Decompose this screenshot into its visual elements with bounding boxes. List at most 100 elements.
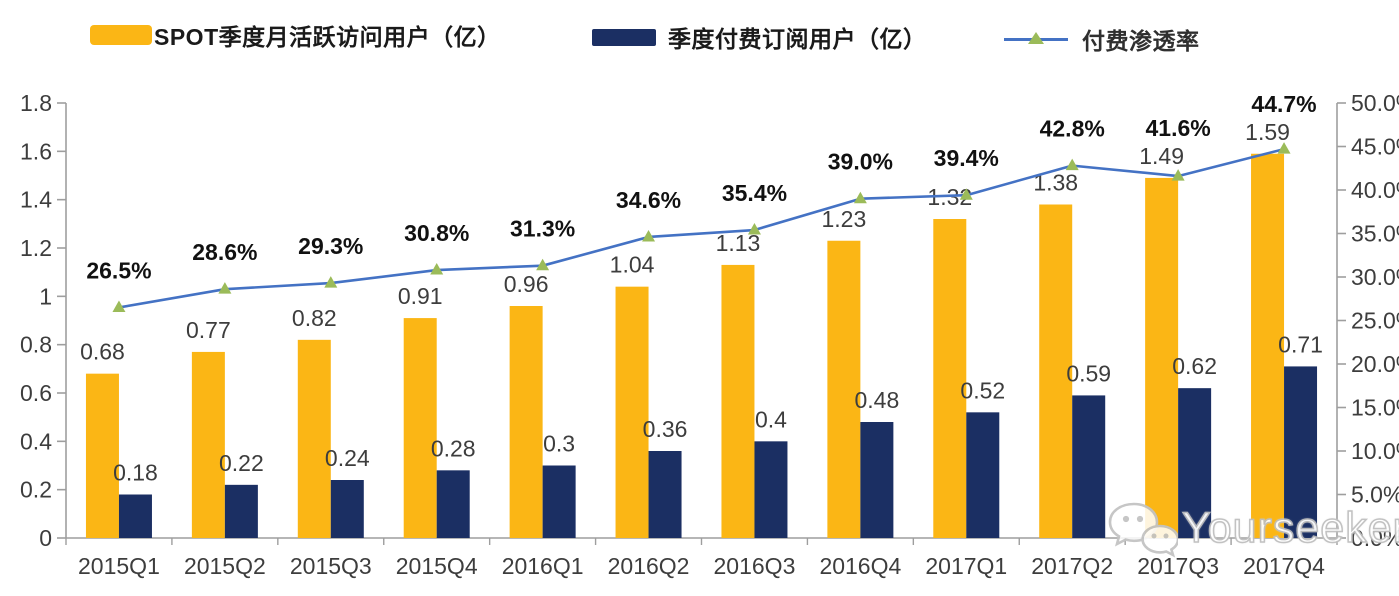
subscriber-bar [330,480,364,538]
x-axis-label: 2015Q4 [396,553,478,579]
penetration-marker [747,223,761,235]
penetration-pct-label: 26.5% [86,257,151,283]
subscriber-bar [224,484,258,538]
mau-bar [1145,177,1179,538]
left-axis-tick-label: 1 [39,283,52,309]
subscriber-value-label: 0.28 [431,435,476,461]
right-axis-tick-label: 15.0% [1351,395,1399,421]
penetration-pct-label: 35.4% [722,180,787,206]
mau-value-label: 0.96 [504,271,549,297]
mau-bar [1039,204,1073,538]
mau-bar [297,339,331,538]
legend-item-penetration: 付费渗透率 [1004,22,1200,56]
subscriber-bar [1178,388,1212,538]
right-axis-tick-label: 50.0% [1351,90,1399,116]
x-axis-label: 2015Q1 [78,553,160,579]
penetration-pct-label: 30.8% [404,220,469,246]
subscriber-value-label: 0.62 [1172,353,1217,379]
subscriber-value-label: 0.22 [219,450,264,476]
left-axis-tick-label: 1.8 [20,90,52,116]
x-axis-label: 2017Q1 [925,553,1007,579]
penetration-marker [853,191,867,204]
penetration-marker [1065,158,1079,171]
left-axis-tick-label: 0.4 [20,428,52,454]
subscriber-bar [966,412,1000,538]
penetration-marker [959,188,973,200]
right-axis-tick-label: 20.0% [1351,351,1399,377]
penetration-marker [218,282,232,294]
penetration-pct-label: 41.6% [1146,115,1211,141]
penetration-marker [112,300,126,312]
subscriber-value-label: 0.48 [854,387,899,413]
subscriber-bar [436,470,470,538]
mau-value-label: 0.68 [80,339,125,365]
left-axis-tick-label: 0.6 [20,380,52,406]
right-axis-tick-label: 40.0% [1351,177,1399,203]
penetration-pct-label: 44.7% [1251,91,1316,117]
subscriber-value-label: 0.24 [325,445,370,471]
right-axis-tick-label: 10.0% [1351,438,1399,464]
subscriber-value-label: 0.18 [113,460,158,486]
subscriber-value-label: 0.3 [543,431,575,457]
penetration-pct-label: 34.6% [616,187,681,213]
mau-bar [827,240,861,538]
subscriber-bar [1072,395,1106,538]
mau-bar [615,286,649,538]
subscriber-value-label: 0.59 [1066,360,1111,386]
mau-bar [933,219,967,538]
subscriber-value-label: 0.71 [1278,331,1323,357]
subscriber-value-label: 0.52 [960,377,1005,403]
subscribers-legend-swatch [592,28,656,46]
right-axis-tick-label: 30.0% [1351,264,1399,290]
left-axis-tick-label: 0.2 [20,477,52,503]
mau-bar [191,351,225,538]
penetration-pct-label: 28.6% [192,239,257,265]
x-axis-label: 2016Q3 [714,553,796,579]
mau-bar [403,318,437,538]
mau-value-label: 0.91 [398,283,443,309]
subscriber-bar [648,451,682,538]
penetration-marker [536,258,550,271]
x-axis-label: 2015Q2 [184,553,266,579]
legend-label-mau: SPOT季度月活跃访问用户（亿） [154,24,501,50]
mau-bar [509,306,543,538]
x-axis-label: 2017Q4 [1243,553,1325,579]
subscriber-bar [754,441,788,538]
mau-bar [85,373,119,538]
subscriber-value-label: 0.36 [643,416,688,442]
penetration-line [118,147,1285,309]
legend-item-subscribers: 季度付费订阅用户（亿） [592,20,927,54]
x-axis-label: 2015Q3 [290,553,372,579]
legend-item-mau: SPOT季度月活跃访问用户（亿） [90,18,501,52]
penetration-marker [642,229,656,242]
penetration-pct-label: 31.3% [510,216,575,242]
mau-value-label: 0.77 [186,317,231,343]
penetration-marker [324,276,338,288]
right-axis-tick-label: 0.0% [1351,525,1399,551]
right-axis-tick-label: 25.0% [1351,308,1399,334]
penetration-legend-swatch [1004,29,1068,49]
left-axis-tick-label: 0.8 [20,332,52,358]
mau-value-label: 1.49 [1139,143,1184,169]
x-axis-label: 2016Q1 [502,553,584,579]
right-axis-tick-label: 35.0% [1351,221,1399,247]
x-axis-label: 2017Q3 [1137,553,1219,579]
mau-bar [1251,153,1285,538]
mau-value-label: 1.04 [610,252,655,278]
x-axis-label: 2016Q4 [819,553,901,579]
left-axis-tick-label: 0 [39,525,52,551]
x-axis-label: 2017Q2 [1031,553,1113,579]
right-axis-tick-label: 45.0% [1351,134,1399,160]
penetration-pct-label: 39.0% [828,149,893,175]
left-axis-tick-label: 1.2 [20,235,52,261]
legend-label-penetration: 付费渗透率 [1082,28,1200,54]
penetration-pct-label: 29.3% [298,233,363,259]
subscriber-value-label: 0.4 [755,406,787,432]
subscriber-bar [118,494,152,538]
penetration-pct-label: 39.4% [934,145,999,171]
mau-value-label: 1.59 [1245,119,1290,145]
watermark: Yourseeker [1106,498,1399,558]
mau-value-label: 1.23 [821,206,866,232]
